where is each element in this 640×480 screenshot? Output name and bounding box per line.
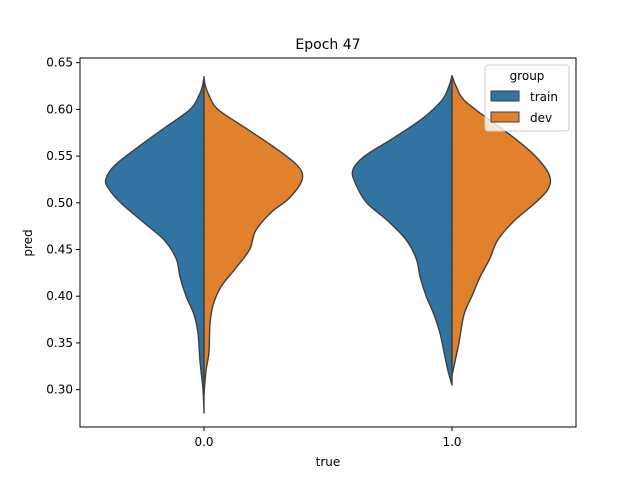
y-axis-label: pred	[21, 229, 35, 256]
legend-swatch-train	[490, 90, 520, 102]
y-tick-label: 0.55	[46, 149, 73, 163]
y-tick-label: 0.50	[46, 196, 73, 210]
x-axis: 0.0 1.0	[194, 427, 462, 449]
x-axis-label: true	[316, 455, 341, 469]
violin-train-1-0	[351, 75, 453, 386]
legend-label-dev: dev	[530, 111, 552, 125]
plot-frame	[79, 57, 577, 428]
y-tick-label: 0.30	[46, 383, 73, 397]
legend-title: group	[510, 69, 545, 83]
y-tick-label: 0.65	[46, 56, 73, 70]
y-tick-label: 0.60	[46, 102, 73, 116]
x-tick-label: 0.0	[194, 435, 213, 449]
y-tick-label: 0.40	[46, 289, 73, 303]
violin-dev-1-0	[451, 75, 552, 377]
legend: group train dev	[484, 64, 570, 132]
legend-label-train: train	[530, 90, 558, 104]
y-axis: 0.30 0.35 0.40 0.45 0.50 0.55 0.60 0.65	[46, 56, 80, 397]
violin-train-0-0	[104, 75, 205, 414]
violin-group	[104, 75, 552, 414]
legend-swatch-dev	[490, 111, 520, 123]
x-tick-label: 1.0	[442, 435, 461, 449]
y-tick-label: 0.35	[46, 336, 73, 350]
chart-title: Epoch 47	[295, 37, 360, 53]
violin-dev-0-0	[203, 77, 304, 395]
y-tick-label: 0.45	[46, 243, 73, 257]
